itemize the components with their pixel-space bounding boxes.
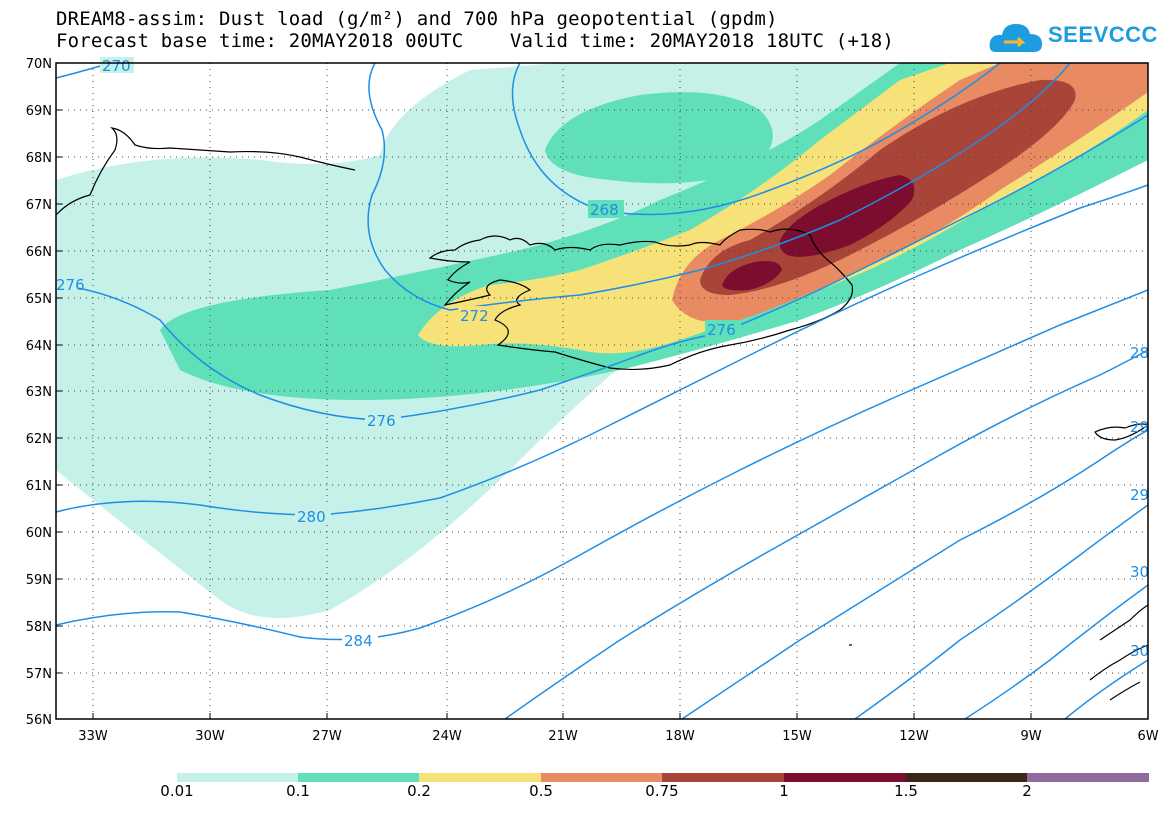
- color-legend: 0.01 0.1 0.2 0.5 0.75 1 1.5 2: [0, 770, 1175, 815]
- legend-label: 1: [779, 782, 789, 800]
- contour-label: 284: [344, 632, 373, 650]
- legend-label: 1.5: [894, 782, 918, 800]
- iceland-coast: [428, 228, 854, 371]
- lat-label: 57N: [26, 667, 52, 682]
- contour-label: 29: [1130, 418, 1149, 436]
- tick-marks: [56, 62, 1032, 719]
- lat-label: 61N: [26, 479, 52, 494]
- lat-label: 60N: [26, 526, 52, 541]
- lat-label: 58N: [26, 620, 52, 635]
- dust-fill-layers: [56, 63, 1148, 618]
- legend-label: 2: [1022, 782, 1032, 800]
- legend-label: 0.5: [529, 782, 553, 800]
- lon-label: 15W: [782, 729, 812, 744]
- lon-label: 24W: [432, 729, 462, 744]
- legend-label: 0.75: [645, 782, 679, 800]
- dust-load-map: 270 268 276 272 276 276 280 284 28 29 29…: [26, 57, 1159, 744]
- legend-swatch: [177, 773, 298, 782]
- lat-label: 68N: [26, 151, 52, 166]
- lat-label: 69N: [26, 104, 52, 119]
- lat-label: 67N: [26, 198, 52, 213]
- contour-label: 29: [1130, 486, 1149, 504]
- lat-label: 65N: [26, 292, 52, 307]
- contour-label: 280: [297, 508, 326, 526]
- coastlines: [56, 127, 1148, 701]
- map-header: DREAM8-assim: Dust load (g/m²) and 700 h…: [56, 8, 956, 52]
- lat-label: 62N: [26, 432, 52, 447]
- legend-label: 0.1: [286, 782, 310, 800]
- lon-label: 9W: [1020, 729, 1041, 744]
- seevccc-logo: [988, 16, 1143, 60]
- lat-label: 64N: [26, 339, 52, 354]
- lat-label: 63N: [26, 385, 52, 400]
- greenland-coast: [56, 127, 356, 216]
- legend-swatch: [419, 773, 541, 782]
- legend-swatch: [784, 773, 906, 782]
- contour-label: 276: [367, 412, 396, 430]
- logo-text: SEEVCCC: [1048, 22, 1158, 47]
- contour-label: 30: [1130, 563, 1149, 581]
- lon-label: 21W: [548, 729, 578, 744]
- lon-label: 33W: [78, 729, 108, 744]
- contour-labels: 270 268 276 272 276 276 280 284 28 29 29…: [56, 57, 1149, 660]
- contour-label: 270: [102, 57, 131, 75]
- lon-label: 6W: [1137, 729, 1158, 744]
- contour-label: 268: [590, 201, 619, 219]
- lat-label: 70N: [26, 57, 52, 72]
- lat-label: 56N: [26, 713, 52, 728]
- geopotential-contours: [56, 63, 1148, 719]
- lon-label: 27W: [312, 729, 342, 744]
- forecast-time-line: Forecast base time: 20MAY2018 00UTC Vali…: [56, 30, 895, 52]
- contour-label: 276: [707, 321, 736, 339]
- legend-swatch: [541, 773, 662, 782]
- legend-swatch: [1027, 773, 1149, 782]
- map-title: DREAM8-assim: Dust load (g/m²) and 700 h…: [56, 8, 778, 30]
- faroe-coast: [1094, 423, 1148, 441]
- lat-label: 66N: [26, 245, 52, 260]
- legend-label: 0.2: [407, 782, 431, 800]
- contour-label: 272: [460, 307, 489, 325]
- legend-label: 0.01: [160, 782, 194, 800]
- contour-label: 276: [56, 276, 85, 294]
- scotland-coast: [1089, 604, 1148, 701]
- cloud-icon: [989, 24, 1042, 52]
- legend-swatch: [906, 773, 1027, 782]
- legend-swatch: [662, 773, 784, 782]
- lon-label: 18W: [665, 729, 695, 744]
- contour-label: 28: [1130, 344, 1149, 362]
- lat-label: 59N: [26, 573, 52, 588]
- legend-swatch: [298, 773, 419, 782]
- lon-label: 12W: [899, 729, 929, 744]
- contour-label: 30: [1130, 642, 1149, 660]
- lon-label: 30W: [195, 729, 225, 744]
- latitude-labels: 70N 69N 68N 67N 66N 65N 64N 63N 62N 61N …: [26, 57, 52, 728]
- longitude-labels: 33W 30W 27W 24W 21W 18W 15W 12W 9W 6W: [78, 729, 1158, 744]
